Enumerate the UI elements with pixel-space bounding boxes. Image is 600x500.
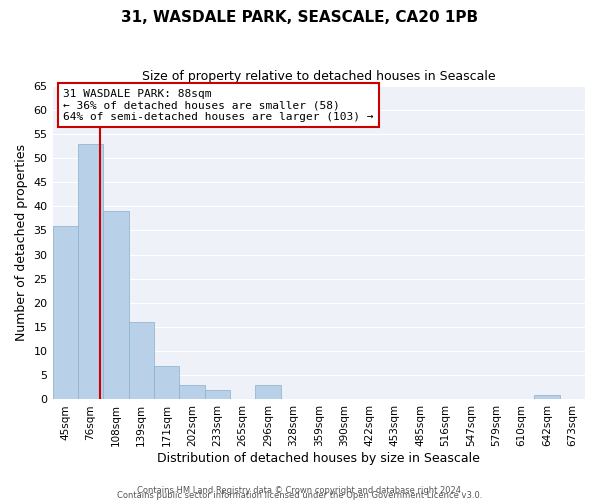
Y-axis label: Number of detached properties: Number of detached properties: [15, 144, 28, 341]
Bar: [103, 211, 128, 400]
Bar: [256, 385, 281, 400]
Bar: [205, 390, 230, 400]
X-axis label: Distribution of detached houses by size in Seascale: Distribution of detached houses by size …: [157, 452, 480, 465]
Text: Contains public sector information licensed under the Open Government Licence v3: Contains public sector information licen…: [118, 491, 482, 500]
Title: Size of property relative to detached houses in Seascale: Size of property relative to detached ho…: [142, 70, 496, 83]
Text: 31 WASDALE PARK: 88sqm
← 36% of detached houses are smaller (58)
64% of semi-det: 31 WASDALE PARK: 88sqm ← 36% of detached…: [63, 88, 374, 122]
Text: 31, WASDALE PARK, SEASCALE, CA20 1PB: 31, WASDALE PARK, SEASCALE, CA20 1PB: [121, 10, 479, 25]
Text: Contains HM Land Registry data © Crown copyright and database right 2024.: Contains HM Land Registry data © Crown c…: [137, 486, 463, 495]
Bar: [128, 322, 154, 400]
Bar: [179, 385, 205, 400]
Bar: [53, 226, 78, 400]
Bar: [154, 366, 179, 400]
Bar: [78, 144, 103, 400]
Bar: [534, 394, 560, 400]
